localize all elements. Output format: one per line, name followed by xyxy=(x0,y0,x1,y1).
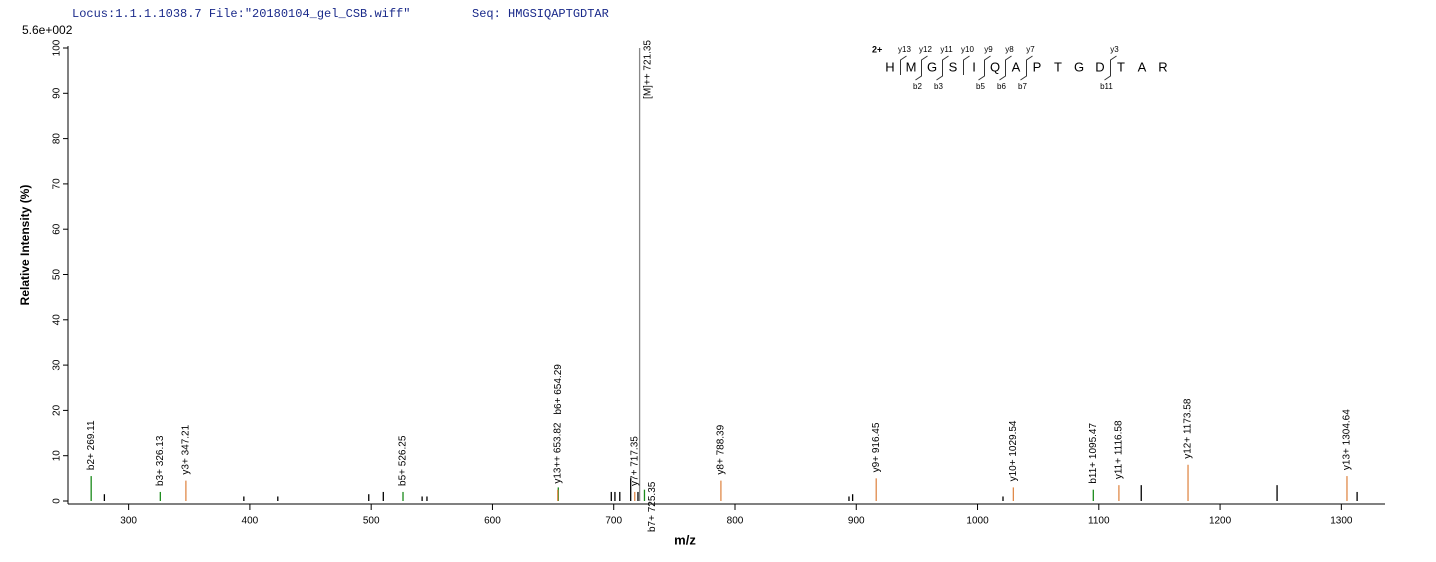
peak-label: y10+ 1029.54 xyxy=(1008,420,1019,481)
peak-label: y9+ 916.45 xyxy=(871,422,882,472)
charge: 2+ xyxy=(872,44,882,54)
y-ion: y7 xyxy=(1026,45,1035,54)
y-bracket xyxy=(1026,55,1033,75)
peak-label: y7+ 717.35 xyxy=(629,436,640,486)
b-ion: b7 xyxy=(1018,82,1027,91)
residue: R xyxy=(1158,59,1167,74)
b-bracket xyxy=(978,61,985,81)
peak-label: b7+ 725.35 xyxy=(647,481,658,532)
y-tick-label: 30 xyxy=(52,359,63,371)
y-bracket xyxy=(963,55,970,75)
residue: A xyxy=(1012,59,1021,74)
x-tick-label: 900 xyxy=(848,516,865,527)
x-tick-label: 800 xyxy=(727,516,744,527)
peak-label: y3+ 347.21 xyxy=(181,424,192,474)
y-bracket xyxy=(942,55,949,75)
b-ion: b2 xyxy=(913,82,922,91)
peak-label: y8+ 788.39 xyxy=(716,424,727,474)
y-tick-label: 0 xyxy=(52,498,63,504)
y-axis-label: Relative Intensity (%) xyxy=(18,185,32,306)
max-intensity: 5.6e+002 xyxy=(22,23,73,37)
y-ion: y9 xyxy=(984,45,993,54)
y-bracket xyxy=(1005,55,1012,75)
b-ion: b6 xyxy=(997,82,1006,91)
y-ion: y11 xyxy=(940,45,953,54)
residue: A xyxy=(1138,59,1147,74)
peak-label: b5+ 526.25 xyxy=(398,435,409,486)
y-tick-label: 50 xyxy=(52,269,63,281)
residue: G xyxy=(927,59,937,74)
peak-label: y12+ 1173.58 xyxy=(1183,398,1194,459)
y-ion: y3 xyxy=(1110,45,1119,54)
residue: H xyxy=(885,59,894,74)
residue: Q xyxy=(990,59,1000,74)
y-ion: y13 xyxy=(898,45,911,54)
x-tick-label: 1000 xyxy=(966,516,989,527)
peak-label: b11+ 1095.47 xyxy=(1088,423,1099,484)
sequence-header: Seq: HMGSIQAPTGDTAR xyxy=(472,7,609,21)
residue: T xyxy=(1054,59,1062,74)
x-axis-label: m/z xyxy=(674,532,696,547)
peak-label: y13++ 653.82 xyxy=(552,422,563,484)
y-tick-label: 40 xyxy=(52,314,63,326)
y-tick-label: 80 xyxy=(52,133,63,145)
peak-label: b6+ 654.29 xyxy=(553,364,564,415)
y-tick-label: 90 xyxy=(52,87,63,99)
y-ion: y10 xyxy=(961,45,974,54)
peak-label: [M]++ 721.35 xyxy=(642,40,653,99)
peak-label: y11+ 1116.58 xyxy=(1114,420,1125,479)
b-bracket xyxy=(1020,61,1027,81)
peak-label: b3+ 326.13 xyxy=(155,435,166,486)
b-ion: b3 xyxy=(934,82,943,91)
residue: P xyxy=(1033,59,1042,74)
locus: Locus:1.1.1.1038.7 File:"20180104_gel_CS… xyxy=(72,7,410,21)
b-ion: b11 xyxy=(1100,82,1113,91)
x-tick-label: 500 xyxy=(363,516,380,527)
y-tick-label: 100 xyxy=(52,39,63,56)
x-tick-label: 400 xyxy=(242,516,259,527)
y-tick-label: 60 xyxy=(52,223,63,235)
b-bracket xyxy=(915,61,922,81)
residue: S xyxy=(949,59,958,74)
x-tick-label: 1300 xyxy=(1330,516,1353,527)
y-ion: y12 xyxy=(919,45,932,54)
x-tick-label: 1200 xyxy=(1209,516,1232,527)
y-tick-label: 20 xyxy=(52,404,63,416)
y-tick-label: 10 xyxy=(52,450,63,462)
b-ion: b5 xyxy=(976,82,985,91)
residue: M xyxy=(906,59,917,74)
residue: G xyxy=(1074,59,1084,74)
b-bracket xyxy=(1104,61,1111,81)
x-tick-label: 600 xyxy=(484,516,501,527)
y-ion: y8 xyxy=(1005,45,1014,54)
y-bracket xyxy=(900,55,907,75)
peak-label: y13+ 1304.64 xyxy=(1342,409,1353,470)
x-tick-label: 700 xyxy=(605,516,622,527)
residue: D xyxy=(1095,59,1104,74)
b-bracket xyxy=(936,61,943,81)
peak-label: b2+ 269.11 xyxy=(86,420,97,470)
y-bracket xyxy=(1110,55,1117,75)
x-tick-label: 300 xyxy=(120,516,137,527)
x-tick-label: 1100 xyxy=(1088,516,1110,527)
b-bracket xyxy=(999,61,1006,81)
residue: T xyxy=(1117,59,1125,74)
y-tick-label: 70 xyxy=(52,178,63,190)
residue: I xyxy=(972,59,976,74)
